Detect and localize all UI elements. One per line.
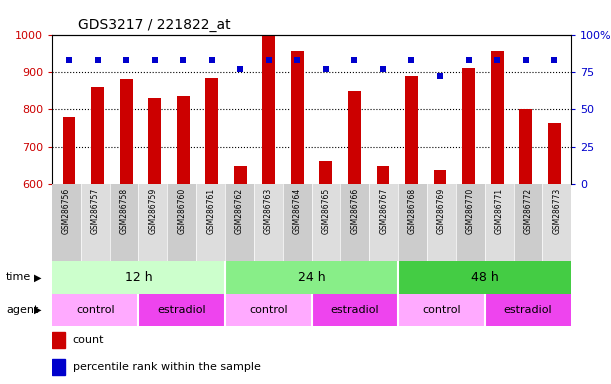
Text: GSM286764: GSM286764: [293, 187, 302, 233]
Point: [93, 57, 103, 63]
Bar: [167, 184, 196, 261]
Point: [378, 66, 388, 72]
Bar: [320, 161, 332, 184]
Text: estradiol: estradiol: [503, 305, 552, 315]
Text: estradiol: estradiol: [331, 305, 379, 315]
Text: percentile rank within the sample: percentile rank within the sample: [73, 362, 260, 372]
Bar: [491, 51, 503, 184]
Bar: [398, 184, 427, 261]
Text: GSM286761: GSM286761: [206, 187, 215, 233]
Bar: [139, 294, 225, 326]
Bar: [462, 68, 475, 184]
Point: [549, 57, 559, 63]
Bar: [514, 184, 543, 261]
Text: GSM286765: GSM286765: [321, 187, 331, 233]
Text: GSM286772: GSM286772: [524, 187, 533, 233]
Bar: [398, 261, 571, 294]
Point: [150, 57, 159, 63]
Text: count: count: [73, 335, 104, 345]
Bar: [262, 35, 275, 184]
Bar: [485, 294, 571, 326]
Text: 24 h: 24 h: [298, 271, 326, 284]
Bar: [312, 294, 398, 326]
Bar: [52, 184, 81, 261]
Bar: [81, 184, 109, 261]
Bar: [398, 294, 485, 326]
Point: [435, 73, 445, 79]
Text: control: control: [422, 305, 461, 315]
Bar: [148, 98, 161, 184]
Bar: [283, 184, 312, 261]
Point: [464, 57, 474, 63]
Bar: [254, 184, 283, 261]
Bar: [225, 294, 312, 326]
Point: [521, 57, 530, 63]
Text: time: time: [6, 272, 31, 283]
Bar: [139, 184, 167, 261]
Bar: [369, 184, 398, 261]
Point: [406, 57, 416, 63]
Text: control: control: [76, 305, 114, 315]
Point: [264, 57, 274, 63]
Bar: [120, 79, 133, 184]
Point: [235, 66, 245, 72]
Bar: [376, 166, 389, 184]
Text: GSM286756: GSM286756: [62, 187, 71, 233]
Bar: [52, 261, 225, 294]
Text: GSM286760: GSM286760: [177, 187, 186, 233]
Bar: [434, 170, 447, 184]
Point: [121, 57, 131, 63]
Text: GDS3217 / 221822_at: GDS3217 / 221822_at: [78, 18, 230, 32]
Text: GSM286770: GSM286770: [466, 187, 475, 233]
Text: GSM286767: GSM286767: [379, 187, 388, 233]
Bar: [234, 166, 247, 184]
Text: GSM286766: GSM286766: [350, 187, 359, 233]
Point: [293, 57, 302, 63]
Text: GSM286762: GSM286762: [235, 187, 244, 233]
Text: 48 h: 48 h: [471, 271, 499, 284]
Bar: [52, 332, 65, 348]
Bar: [91, 87, 104, 184]
Text: GSM286768: GSM286768: [408, 187, 417, 233]
Text: estradiol: estradiol: [158, 305, 206, 315]
Text: GSM286757: GSM286757: [90, 187, 100, 233]
Text: GSM286763: GSM286763: [264, 187, 273, 233]
Text: GSM286758: GSM286758: [120, 187, 128, 233]
Bar: [225, 184, 254, 261]
Bar: [312, 184, 340, 261]
Text: ▶: ▶: [34, 272, 41, 283]
Bar: [196, 184, 225, 261]
Bar: [456, 184, 485, 261]
Text: GSM286769: GSM286769: [437, 187, 446, 233]
Bar: [485, 184, 514, 261]
Bar: [543, 184, 571, 261]
Bar: [109, 184, 139, 261]
Point: [64, 57, 74, 63]
Bar: [405, 76, 418, 184]
Text: GSM286771: GSM286771: [495, 187, 503, 233]
Text: ▶: ▶: [34, 305, 41, 315]
Bar: [52, 294, 139, 326]
Bar: [340, 184, 369, 261]
Point: [178, 57, 188, 63]
Bar: [52, 359, 65, 375]
Bar: [348, 91, 361, 184]
Bar: [205, 78, 218, 184]
Point: [321, 66, 331, 72]
Point: [492, 57, 502, 63]
Bar: [291, 51, 304, 184]
Text: GSM286759: GSM286759: [148, 187, 158, 233]
Text: GSM286773: GSM286773: [552, 187, 562, 233]
Point: [207, 57, 217, 63]
Text: control: control: [249, 305, 288, 315]
Bar: [547, 122, 560, 184]
Bar: [427, 184, 456, 261]
Bar: [177, 96, 189, 184]
Bar: [519, 109, 532, 184]
Text: agent: agent: [6, 305, 38, 315]
Point: [349, 57, 359, 63]
Text: 12 h: 12 h: [125, 271, 152, 284]
Bar: [225, 261, 398, 294]
Bar: [63, 117, 76, 184]
